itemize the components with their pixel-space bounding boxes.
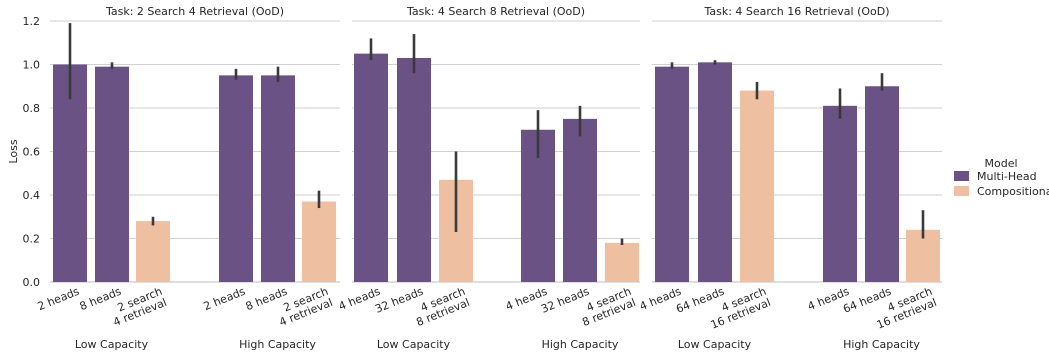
x-tick-label-line: 64 heads: [674, 285, 726, 316]
x-tick-label-line: 2 heads: [36, 285, 82, 314]
panel-title: Task: 2 Search 4 Retrieval (OoD): [105, 5, 284, 18]
x-tick-label: 32 heads: [373, 285, 425, 316]
y-tick-label: 1.2: [23, 15, 41, 28]
x-tick-label: 8 heads: [78, 285, 124, 314]
x-tick-label-line: 8 heads: [244, 285, 290, 314]
panel-title: Task: 4 Search 16 Retrieval (OoD): [703, 5, 889, 18]
bar: [95, 66, 129, 282]
group-label: High Capacity: [542, 338, 619, 351]
x-tick-label: 32 heads: [539, 285, 591, 316]
y-tick-label: 1.0: [23, 59, 41, 72]
legend-title: Model: [984, 157, 1017, 170]
y-tick-label: 0.4: [23, 189, 41, 202]
bar: [302, 201, 336, 282]
group-label: Low Capacity: [377, 338, 451, 351]
bar: [823, 105, 857, 282]
x-tick-label-line: 8 heads: [78, 285, 124, 314]
x-tick-label-line: 2 heads: [202, 285, 248, 314]
bar: [865, 86, 899, 282]
x-tick-label: 64 heads: [674, 285, 726, 316]
legend-label: Multi-Head: [977, 170, 1037, 183]
bar: [261, 75, 295, 282]
x-tick-label-line: 64 heads: [841, 285, 893, 316]
x-tick-label: 2 heads: [202, 285, 248, 314]
bar: [354, 53, 388, 282]
x-tick-label: 64 heads: [841, 285, 893, 316]
bar: [397, 57, 431, 282]
panel-title: Task: 4 Search 8 Retrieval (OoD): [406, 5, 585, 18]
bar: [53, 64, 87, 282]
x-tick-label: 8 heads: [244, 285, 290, 314]
legend-label: Compositional: [977, 185, 1049, 198]
group-label: High Capacity: [239, 338, 316, 351]
y-tick-label: 0.0: [23, 276, 41, 289]
legend-swatch: [954, 186, 969, 196]
y-tick-label: 0.8: [23, 102, 41, 115]
bar: [655, 66, 689, 282]
x-tick-label: 2 heads: [36, 285, 82, 314]
legend-swatch: [954, 171, 969, 181]
x-tick-label-line: 32 heads: [539, 285, 591, 316]
bar: [698, 62, 732, 283]
group-label: Low Capacity: [678, 338, 752, 351]
y-tick-label: 0.2: [23, 233, 41, 246]
bar: [740, 90, 774, 282]
y-tick-label: 0.6: [23, 146, 41, 159]
bar: [136, 221, 170, 282]
bar: [563, 118, 597, 282]
bar: [219, 75, 253, 282]
group-label: Low Capacity: [75, 338, 149, 351]
x-tick-label-line: 32 heads: [373, 285, 425, 316]
y-axis-label: Loss: [7, 139, 20, 163]
group-label: High Capacity: [843, 338, 920, 351]
bar: [605, 242, 639, 282]
